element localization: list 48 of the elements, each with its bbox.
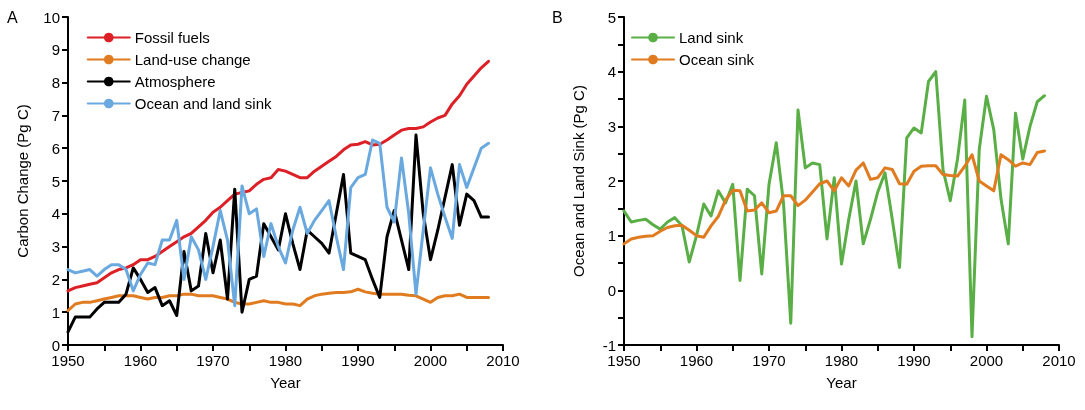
x-tick-label: 2000 [969,352,1004,369]
x-tick-label: 2000 [413,352,448,369]
y-tick-label: 0 [51,336,60,354]
legend-label: Land sink [679,29,744,46]
y-tick-label: 3 [51,238,60,256]
y-tick-label: 9 [51,41,60,59]
line-series [622,70,1046,339]
y-tick-label: 8 [51,74,60,92]
x-tick-label: 1980 [824,352,859,369]
line-series [66,287,490,313]
y-tick-label: 4 [51,205,60,223]
y-tick-label: 4 [607,63,616,81]
legend-label: Ocean sink [679,51,755,68]
y-tick-label: 1 [51,303,60,321]
y-axis-title: Ocean and Land Sink (Pg C) [570,85,587,277]
x-tick-label: 2010 [486,352,520,369]
x-tick-label: 1960 [123,352,158,369]
y-tick-label: 5 [51,172,60,190]
y-tick-label: 2 [607,172,616,190]
legend-label: Atmosphere [134,73,216,90]
y-tick-label: 3 [607,117,616,135]
y-tick-label: 10 [43,8,60,26]
line-series [66,138,490,308]
y-tick-label: 1 [607,227,616,245]
y-tick-label: -1 [602,336,616,354]
line-series [622,149,1046,246]
x-tick-label: 1970 [196,352,230,369]
y-axis-title: Carbon Change (Pg C) [14,104,31,258]
legend-label: Fossil fuels [134,29,210,46]
chart-title: A [7,8,18,26]
y-tick-label: 5 [607,8,616,26]
x-axis-title: Year [826,374,857,391]
y-tick-label: 0 [607,281,616,299]
y-tick-label: 7 [51,106,60,124]
x-tick-label: 1980 [268,352,303,369]
x-tick-label: 1960 [679,352,714,369]
y-tick-label: 6 [51,139,60,157]
legend-label: Ocean and land sink [134,95,273,112]
x-tick-label: 1990 [897,352,931,369]
x-tick-label: 1990 [341,352,375,369]
legend-label: Land-use change [134,51,251,68]
x-tick-label: 1970 [752,352,786,369]
x-tick-label: 1950 [51,352,85,369]
x-axis-title: Year [270,374,301,391]
x-tick-label: 2010 [1042,352,1076,369]
y-tick-label: 2 [51,270,60,288]
chart-title: B [552,8,563,26]
x-tick-label: 1950 [607,352,641,369]
